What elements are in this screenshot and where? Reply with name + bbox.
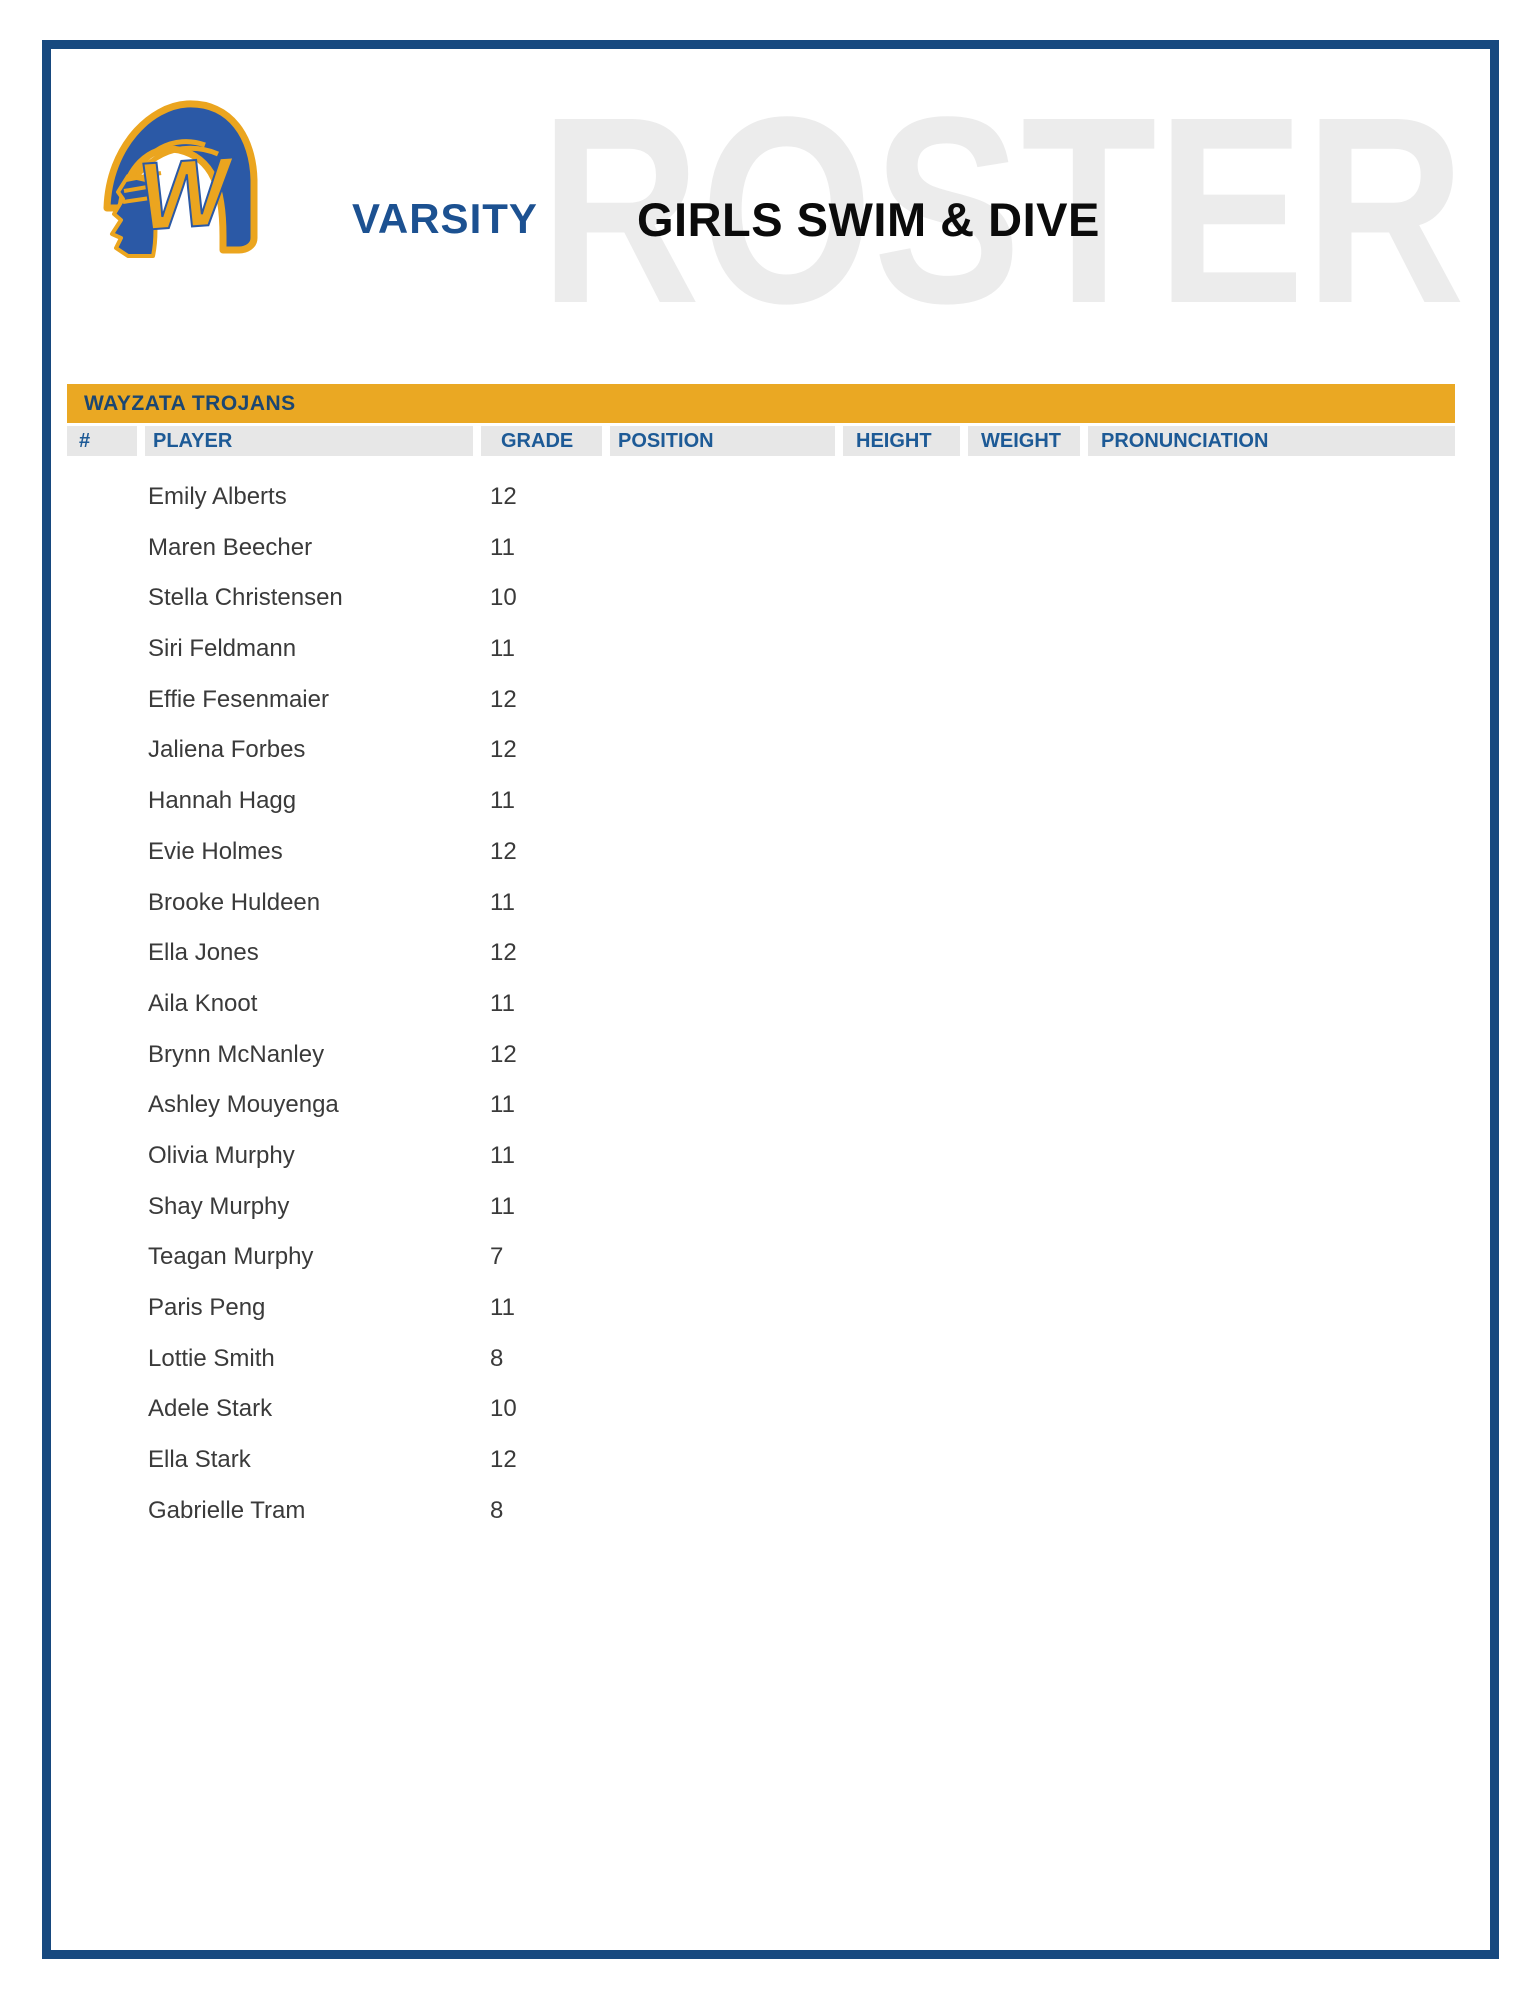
player-grade: 12 xyxy=(490,483,517,510)
player-grade: 11 xyxy=(490,533,515,561)
table-row: Jaliena Forbes 12 xyxy=(67,725,1455,776)
roster-watermark: ROSTER xyxy=(540,106,1465,318)
table-row: Evie Holmes 12 xyxy=(67,827,1455,878)
player-grade: 12 xyxy=(490,939,517,967)
table-row: Adele Stark 10 xyxy=(67,1384,1455,1435)
player-name: Brynn McNanley xyxy=(148,1040,325,1068)
player-grade: 10 xyxy=(490,1395,517,1423)
trojan-logo-icon: W xyxy=(103,100,258,258)
player-grade: 12 xyxy=(490,685,517,713)
player-name: Aila Knoot xyxy=(148,989,258,1017)
team-name-bar: WAYZATA TROJANS xyxy=(67,384,1455,423)
table-row: Paris Peng 11 xyxy=(67,1283,1455,1334)
player-grade: 10 xyxy=(490,584,517,612)
header-weight: WEIGHT xyxy=(968,426,1080,456)
table-row: Emily Alberts 12 xyxy=(67,472,1455,523)
player-name: Ella Jones xyxy=(148,939,259,967)
player-grade: 11 xyxy=(490,888,515,916)
player-name: Shay Murphy xyxy=(148,1192,290,1220)
table-row: Teagan Murphy 7 xyxy=(67,1232,1455,1283)
player-grade: 11 xyxy=(490,787,515,815)
player-name: Hannah Hagg xyxy=(148,787,297,815)
watermark-text: ROSTER xyxy=(540,106,1465,318)
player-grade: 11 xyxy=(490,635,515,663)
player-grade: 12 xyxy=(490,1446,517,1474)
header-number: # xyxy=(67,426,137,456)
player-name: Olivia Murphy xyxy=(148,1141,295,1169)
player-grade: 11 xyxy=(490,1091,515,1119)
table-row: Aila Knoot 11 xyxy=(67,979,1455,1030)
page-title: GIRLS SWIM & DIVE xyxy=(637,193,1100,246)
player-name: Maren Beecher xyxy=(148,533,313,561)
table-header-row: # PLAYER GRADE POSITION HEIGHT WEIGHT PR… xyxy=(67,426,1455,456)
logo-w-letter: W xyxy=(135,137,240,251)
table-row: Lottie Smith 8 xyxy=(67,1334,1455,1385)
header-grade: GRADE xyxy=(481,426,602,456)
player-name: Adele Stark xyxy=(148,1395,273,1423)
header-height: HEIGHT xyxy=(843,426,960,456)
table-row: Brynn McNanley 12 xyxy=(67,1030,1455,1081)
player-name: Siri Feldmann xyxy=(148,635,297,663)
player-grade: 7 xyxy=(490,1243,504,1271)
player-grade: 11 xyxy=(490,1192,515,1220)
player-name: Paris Peng xyxy=(148,1294,266,1321)
player-grade: 12 xyxy=(490,1040,517,1068)
table-row: Ella Stark 12 xyxy=(67,1435,1455,1486)
table-row: Siri Feldmann 11 xyxy=(67,624,1455,675)
table-row: Gabrielle Tram 8 xyxy=(67,1486,1455,1537)
player-name: Ashley Mouyenga xyxy=(148,1091,339,1119)
table-row: Effie Fesenmaier 12 xyxy=(67,675,1455,726)
player-name: Stella Christensen xyxy=(148,584,343,612)
band-stripe xyxy=(123,183,160,193)
player-name: Teagan Murphy xyxy=(148,1243,314,1271)
player-name: Gabrielle Tram xyxy=(148,1496,306,1524)
header-player: PLAYER xyxy=(145,426,473,456)
page-frame xyxy=(42,40,1499,1959)
player-name: Emily Alberts xyxy=(148,483,287,510)
player-grade: 12 xyxy=(490,837,517,865)
player-name: Effie Fesenmaier xyxy=(148,685,329,713)
player-grade: 11 xyxy=(490,989,515,1017)
header-position: POSITION xyxy=(610,426,835,456)
helmet-crest xyxy=(103,100,258,254)
player-grade: 8 xyxy=(490,1496,504,1524)
player-grade: 11 xyxy=(490,1141,515,1169)
table-row: Hannah Hagg 11 xyxy=(67,776,1455,827)
varsity-label: VARSITY xyxy=(352,195,538,242)
player-grade: 12 xyxy=(490,736,517,764)
table-row: Ella Jones 12 xyxy=(67,928,1455,979)
header-pronunciation: PRONUNCIATION xyxy=(1088,426,1455,456)
player-name: Ella Stark xyxy=(148,1446,251,1474)
roster-rows: Emily Alberts 12 Maren Beecher 11 Stella… xyxy=(67,472,1455,1536)
table-row: Ashley Mouyenga 11 xyxy=(67,1080,1455,1131)
band-stripe xyxy=(125,171,162,182)
player-grade: 8 xyxy=(490,1344,504,1372)
player-name: Brooke Huldeen xyxy=(148,888,321,916)
table-row: Shay Murphy 11 xyxy=(67,1182,1455,1233)
player-grade: 11 xyxy=(490,1294,515,1321)
face-profile xyxy=(110,174,158,258)
player-name: Jaliena Forbes xyxy=(148,736,306,764)
player-name: Lottie Smith xyxy=(148,1344,275,1372)
table-row: Stella Christensen 10 xyxy=(67,573,1455,624)
band-stripe xyxy=(122,195,158,204)
table-row: Brooke Huldeen 11 xyxy=(67,878,1455,929)
table-row: Maren Beecher 11 xyxy=(67,523,1455,574)
table-row: Olivia Murphy 11 xyxy=(67,1131,1455,1182)
player-name: Evie Holmes xyxy=(148,837,283,865)
